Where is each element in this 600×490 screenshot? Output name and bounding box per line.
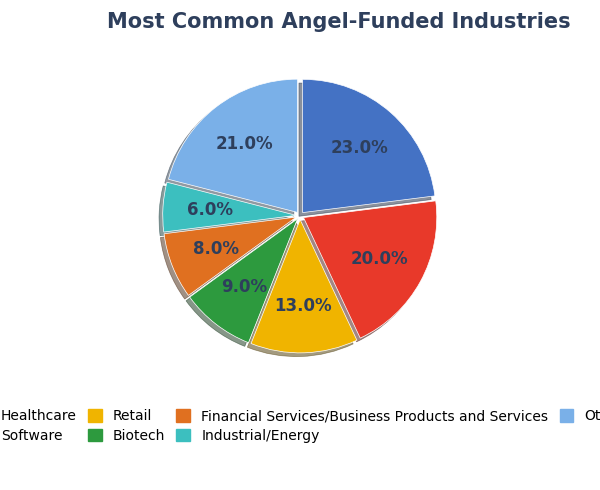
Wedge shape [304, 201, 437, 338]
Text: Most Common Angel-Funded Industries: Most Common Angel-Funded Industries [107, 12, 571, 32]
Wedge shape [169, 79, 298, 213]
Text: 20.0%: 20.0% [350, 250, 408, 268]
Wedge shape [190, 219, 298, 343]
Wedge shape [163, 182, 296, 232]
Text: 6.0%: 6.0% [187, 201, 233, 219]
Legend: Healthcare, Software, Retail, Biotech, Financial Services/Business Products and : Healthcare, Software, Retail, Biotech, F… [0, 404, 600, 448]
Text: 13.0%: 13.0% [274, 297, 332, 315]
Text: 8.0%: 8.0% [193, 240, 239, 258]
Text: 23.0%: 23.0% [331, 139, 389, 157]
Text: 9.0%: 9.0% [221, 278, 268, 296]
Wedge shape [164, 217, 296, 295]
Text: 21.0%: 21.0% [215, 135, 273, 153]
Wedge shape [302, 79, 435, 213]
Wedge shape [251, 220, 357, 353]
